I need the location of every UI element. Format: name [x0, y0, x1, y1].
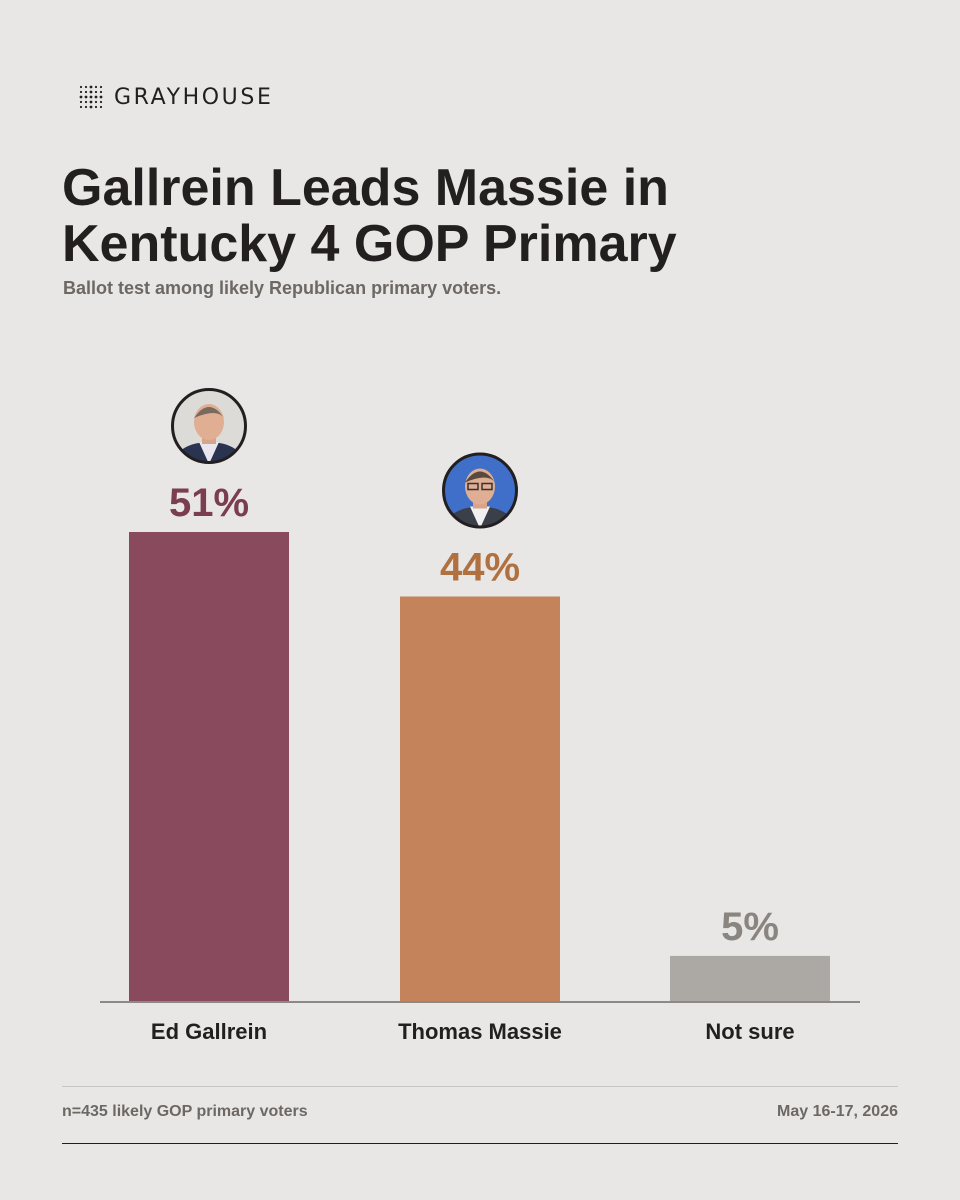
portrait-massie-icon [444, 454, 516, 527]
dot-grid-icon [79, 85, 103, 109]
bar-3 [670, 955, 830, 1002]
chart-subtitle: Ballot test among likely Republican prim… [63, 278, 502, 298]
bar-1 [129, 532, 289, 1002]
chart-title: Gallrein Leads Massie in Kentucky 4 GOP … [62, 159, 677, 273]
data-label-3: 5% [721, 905, 779, 949]
portrait-gallrein-icon [173, 390, 245, 462]
data-label-1: 51% [169, 481, 249, 525]
bar-chart: 51% Ed Gallrein 44% Thomas Massie 5% Not sure [100, 388, 860, 1044]
category-label-1: Ed Gallrein [151, 1019, 267, 1044]
brand: GRAYHOUSE [78, 84, 273, 110]
bar-2 [400, 596, 560, 1002]
sample-size-note: n=435 likely GOP primary voters [62, 1103, 308, 1120]
category-label-2: Thomas Massie [398, 1019, 562, 1044]
category-label-3: Not sure [705, 1019, 794, 1044]
avatar-ring-1 [171, 388, 247, 464]
avatar-ring-2 [442, 452, 518, 529]
field-dates: May 16-17, 2026 [777, 1103, 898, 1120]
footer-divider [62, 1086, 898, 1087]
footer-bottom-rule [62, 1143, 898, 1144]
data-label-2: 44% [440, 546, 520, 590]
brand-name: GRAYHOUSE [114, 84, 274, 110]
